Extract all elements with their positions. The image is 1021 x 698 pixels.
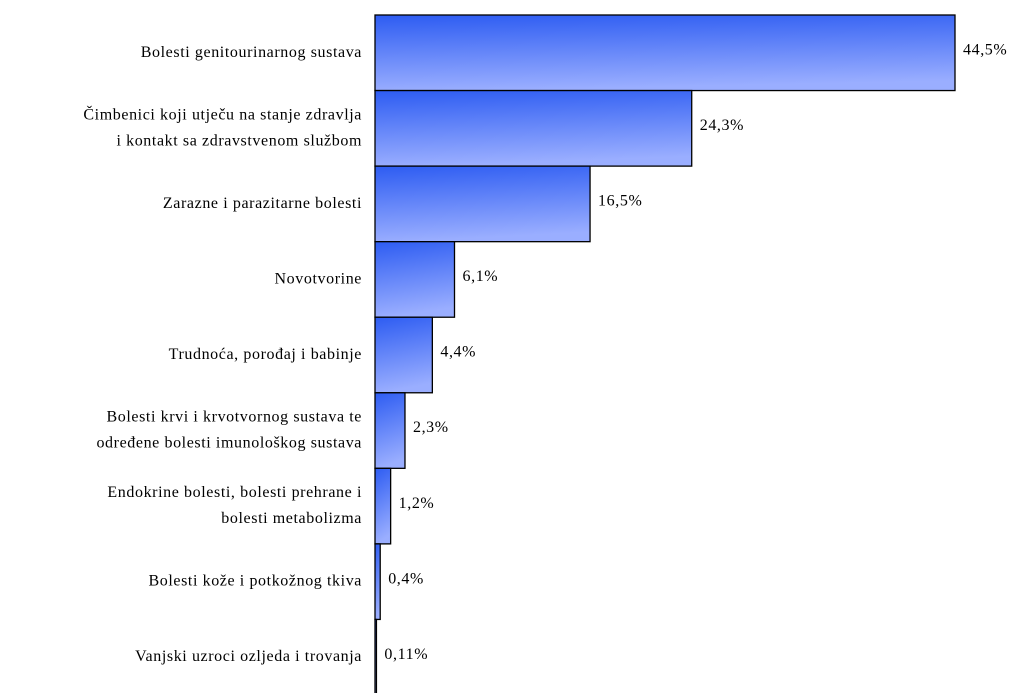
bar [374, 89, 693, 167]
value-label: 2,3% [413, 419, 449, 436]
category-label: Novotvorine [275, 270, 362, 287]
value-label: 44,5% [963, 41, 1007, 58]
category-label-line: bolesti metabolizma [221, 510, 362, 527]
category-label: Bolesti krvi i krvotvornog sustava te odr… [96, 408, 362, 451]
value-label: 0,11% [384, 646, 428, 663]
category-label-line: Bolesti genitourinarnog sustava [141, 43, 362, 60]
value-label: 24,3% [700, 117, 744, 134]
category-label-line: Zarazne i parazitarne bolesti [163, 195, 362, 212]
category-label: Endokrine bolesti, bolesti prehrane i bol… [107, 484, 362, 527]
category-label: Zarazne i parazitarne bolesti [163, 195, 362, 212]
value-label: 16,5% [598, 193, 642, 210]
category-label-line: Vanjski uzroci ozljeda i trovanja [135, 648, 362, 665]
category-label: Trudnoća, porođaj i babinje [169, 346, 362, 363]
category-label-line: Endokrine bolesti, bolesti prehrane i [107, 484, 362, 501]
category-label: Vanjski uzroci ozljeda i trovanja [135, 648, 362, 665]
bar [374, 165, 591, 243]
bar [374, 392, 406, 469]
category-label-line: i kontakt sa zdravstvenom službom [116, 132, 362, 149]
bar [374, 543, 381, 621]
value-label: 1,2% [399, 495, 435, 512]
category-label-line: određene bolesti imunološkog sustava [96, 434, 362, 451]
category-label: Bolesti kože i potkožnog tkiva [148, 572, 362, 589]
category-label: Bolesti genitourinarnog sustava [141, 43, 362, 60]
category-label-line: Trudnoća, porođaj i babinje [169, 346, 362, 363]
bar [374, 467, 392, 545]
bar [374, 241, 456, 318]
bar [374, 316, 433, 394]
category-label-line: Bolesti kože i potkožnog tkiva [148, 572, 362, 589]
value-label: 0,4% [388, 570, 424, 587]
bar [374, 14, 956, 92]
category-label-line: Novotvorine [275, 270, 362, 287]
value-label: 4,4% [440, 344, 476, 361]
category-label: Čimbenici koji utječu na stanje zdravlja… [83, 104, 362, 149]
category-label-line: Čimbenici koji utječu na stanje zdravlja [83, 104, 362, 123]
category-label-line: Bolesti krvi i krvotvornog sustava te [106, 408, 362, 425]
value-label: 6,1% [463, 268, 499, 285]
